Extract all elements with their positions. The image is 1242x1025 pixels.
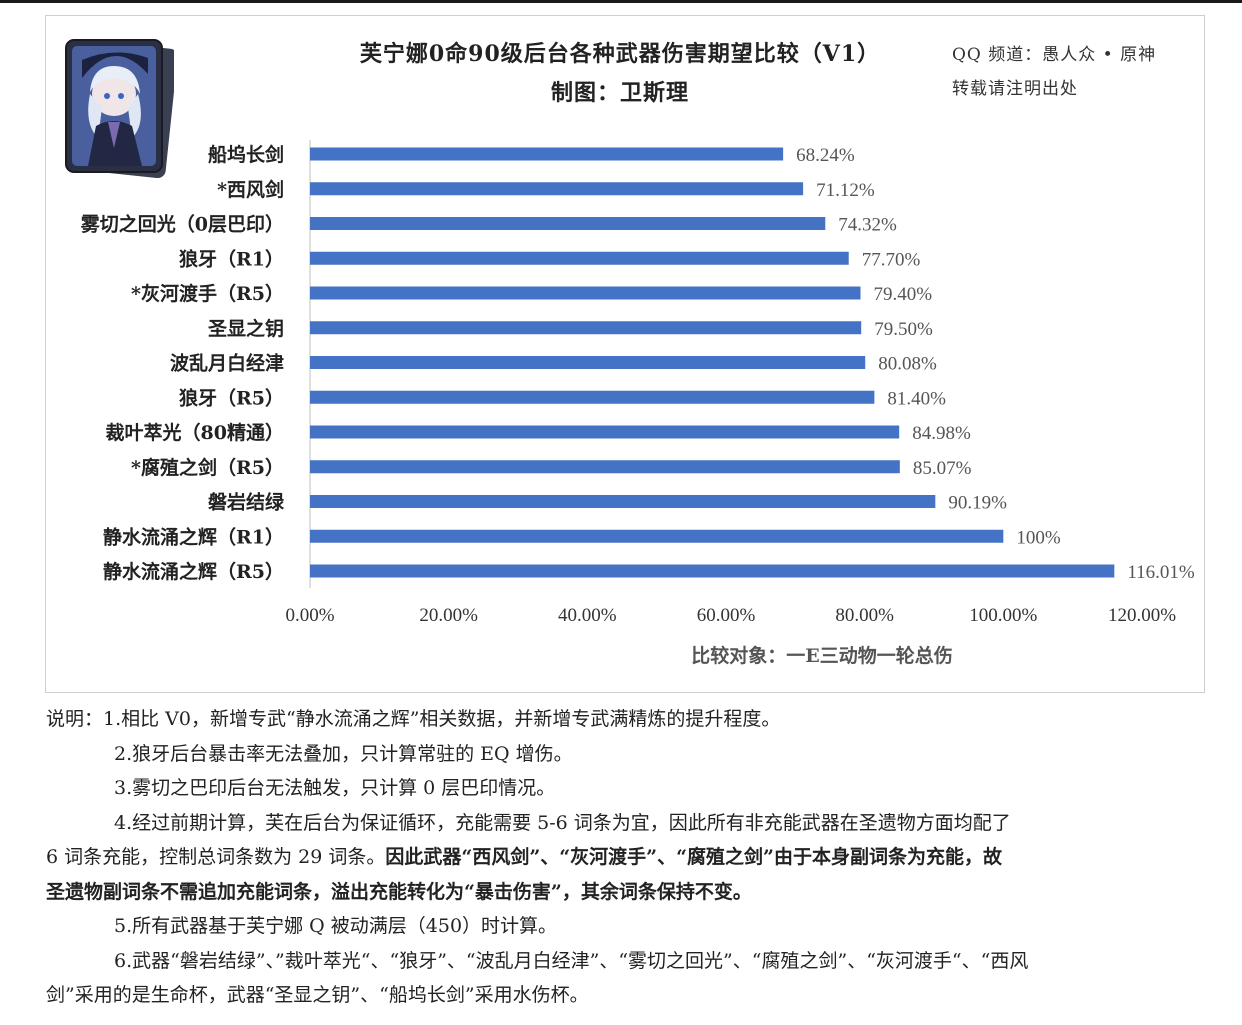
category-label: *西风剑 — [217, 178, 284, 201]
category-label: 静水流涌之辉（R5） — [103, 560, 284, 583]
bar — [310, 564, 1115, 578]
category-label: 波乱月白经津 — [170, 352, 284, 375]
x-axis-label: 比较对象：一E三动物一轮总伤 — [691, 644, 952, 667]
top-border-line — [0, 0, 1242, 3]
data-label: 74.32% — [838, 215, 897, 236]
data-label: 80.08% — [878, 354, 937, 375]
category-label: 圣显之钥 — [208, 317, 284, 340]
bar — [310, 529, 1004, 543]
data-label: 85.07% — [913, 458, 972, 479]
notes-section: 说明：1.相比 V0，新增专武“静水流涌之辉”相关数据，并新增专武满精炼的提升程… — [46, 702, 1206, 1013]
category-label: *腐殖之剑（R5） — [131, 456, 284, 479]
bar — [310, 460, 900, 474]
note-4-cont: 6 词条充能，控制总词条数为 29 词条。因此武器“西风剑”、“灰河渡手”、“腐… — [46, 840, 1206, 875]
bar — [310, 425, 900, 439]
note-6-cont: 剑”采用的是生命杯，武器“圣显之钥”、“船坞长剑”采用水伤杯。 — [46, 984, 589, 1006]
category-label: 船坞长剑 — [208, 143, 284, 166]
data-label: 116.01% — [1127, 562, 1195, 583]
bar — [310, 147, 784, 161]
data-label: 68.24% — [796, 145, 855, 166]
category-label: 狼牙（R5） — [179, 386, 284, 409]
data-label: 100% — [1016, 527, 1060, 548]
bar — [310, 356, 866, 369]
chart-panel — [45, 15, 1205, 693]
category-label: 裁叶萃光（80精通） — [106, 421, 284, 444]
note-3: 3.雾切之巴印后台无法触发，只计算 0 层巴印情况。 — [114, 777, 556, 799]
note-2: 2.狼牙后台暴击率无法叠加，只计算常驻的 EQ 增伤。 — [114, 742, 573, 765]
category-label: 狼牙（R1） — [179, 247, 284, 270]
note-6: 6.武器“磐岩结绿”、”裁叶萃光“、“狼牙”、“波乱月白经津”、“雾切之回光”、… — [114, 949, 1029, 972]
bar — [310, 182, 804, 196]
data-label: 79.40% — [874, 284, 933, 305]
note-4-cont-plain: 6 词条充能，控制总词条数为 29 词条。 — [46, 846, 386, 868]
data-label: 71.12% — [816, 180, 875, 201]
bar — [310, 217, 826, 230]
data-label: 90.19% — [948, 493, 1007, 514]
data-label: 79.50% — [874, 319, 933, 340]
bar-chart: 船坞长剑 68.24% *西风剑 71.12% 雾切之回光（0层巴印） 74.32% 狼牙（… — [81, 140, 1195, 667]
category-label: 静水流涌之辉（R1） — [103, 525, 284, 548]
category-label: *灰河渡手（R5） — [131, 282, 284, 305]
bar — [310, 286, 861, 300]
data-label: 77.70% — [862, 249, 921, 270]
chart-title: 芙宁娜0命90级后台各种武器伤害期望比较（V1） — [359, 41, 881, 67]
x-tick-label: 100.00% — [969, 605, 1037, 626]
note-4-bold-cont: 圣遗物副词条不需追加充能词条，溢出充能转化为“暴击伤害”，其余词条保持不变。 — [46, 880, 752, 903]
data-label: 81.40% — [887, 388, 946, 409]
bar — [310, 495, 936, 508]
x-tick-label: 120.00% — [1108, 605, 1176, 626]
character-portrait-icon — [65, 39, 174, 178]
bar — [310, 251, 849, 265]
note-4-bold: 因此武器“西风剑”、“灰河渡手”、“腐殖之剑”由于本身副词条为充能，故 — [385, 846, 1002, 868]
x-tick-label: 40.00% — [558, 605, 617, 626]
bar — [310, 321, 862, 335]
bar — [310, 390, 875, 404]
x-tick-label: 0.00% — [285, 605, 334, 626]
category-label: 磐岩结绿 — [208, 491, 285, 514]
credit-channel: QQ 频道：愚人众 • 原神 — [952, 45, 1157, 65]
note-1: 说明：1.相比 V0，新增专武“静水流涌之辉”相关数据，并新增专武满精炼的提升程… — [46, 708, 781, 730]
category-label: 雾切之回光（0层巴印） — [81, 213, 284, 236]
note-4: 4.经过前期计算，芙在后台为保证循环，充能需要 5-6 词条为宜，因此所有非充能… — [114, 811, 1011, 834]
note-5: 5.所有武器基于芙宁娜 Q 被动满层（450）时计算。 — [114, 915, 558, 937]
x-tick-label: 60.00% — [697, 605, 756, 626]
x-tick-label: 20.00% — [419, 605, 478, 626]
x-tick-label: 80.00% — [835, 605, 894, 626]
data-label: 84.98% — [912, 423, 971, 444]
chart-subtitle: 制图：卫斯理 — [550, 80, 689, 106]
credit-repost-notice: 转载请注明出处 — [952, 79, 1078, 99]
